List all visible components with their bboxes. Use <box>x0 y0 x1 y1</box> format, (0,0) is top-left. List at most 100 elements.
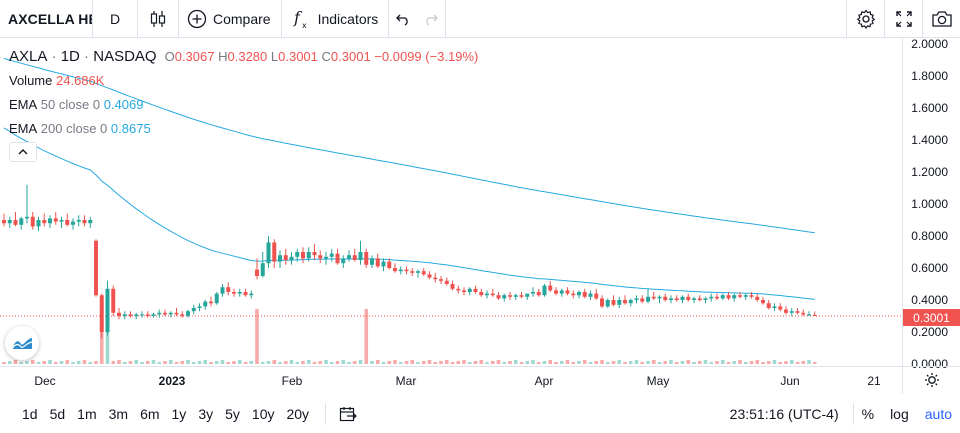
range-button-1d[interactable]: 1d <box>22 405 38 422</box>
compare-label: Compare <box>213 10 271 27</box>
time-tick-label: Jun <box>780 374 800 388</box>
volume-bar <box>48 360 52 364</box>
legend-ticker[interactable]: AXLA <box>9 47 48 65</box>
candle-body <box>554 290 558 294</box>
volume-bar <box>370 361 374 364</box>
volume-bar <box>341 360 346 364</box>
candle-body <box>565 290 570 294</box>
toolbar-divider <box>137 0 138 38</box>
volume-bar <box>669 360 673 364</box>
volume-bar <box>111 361 116 364</box>
range-button-3y[interactable]: 3y <box>198 405 214 422</box>
volume-bar <box>778 362 783 364</box>
undo-button[interactable] <box>389 0 417 38</box>
candle-body <box>421 271 426 275</box>
candle-body <box>140 314 144 316</box>
go-to-date-button[interactable] <box>334 406 362 422</box>
candle-body <box>444 280 449 284</box>
candle-body <box>651 296 656 299</box>
candle-body <box>191 308 196 312</box>
price-tick-label: 0.6000 <box>911 261 948 275</box>
bottom-right-group: 23:51:16 (UTC-4) % log auto <box>730 394 960 433</box>
range-button-5y[interactable]: 5y <box>225 405 240 422</box>
volume-bar <box>65 360 70 364</box>
price-tick-label: 1.6000 <box>911 101 948 115</box>
candle-body <box>496 295 501 299</box>
range-button-3m[interactable]: 3m <box>108 405 129 422</box>
axis-settings-button[interactable] <box>902 366 960 394</box>
volume-bar <box>180 361 185 364</box>
volume-bar <box>59 361 64 364</box>
candle-body <box>738 295 742 297</box>
volume-bar <box>559 361 564 364</box>
candle-body <box>36 220 41 227</box>
log-scale-toggle[interactable]: log <box>890 405 909 422</box>
volume-bar <box>364 309 369 364</box>
time-axis[interactable]: Dec 2023 Feb Mar Apr May Jun 21 <box>0 366 960 394</box>
volume-bar <box>94 361 98 364</box>
volume-bar <box>588 362 593 364</box>
auto-scale-toggle[interactable]: auto <box>924 405 952 422</box>
compare-button[interactable]: Compare <box>179 0 281 38</box>
snapshot-button[interactable] <box>922 0 960 38</box>
candle-body <box>410 271 415 273</box>
candle-body <box>456 288 461 291</box>
candle-body <box>387 261 392 268</box>
range-button-6m[interactable]: 6m <box>140 405 160 422</box>
candle-body <box>398 269 403 272</box>
volume-bar <box>352 361 357 364</box>
open-value: 0.3067 <box>174 48 215 64</box>
candle-body <box>76 220 81 222</box>
candle-body <box>646 296 650 302</box>
ema50-label: EMA <box>9 96 38 112</box>
candle-body <box>743 295 748 297</box>
clock-timezone[interactable]: 23:51:16 (UTC-4) <box>729 405 839 422</box>
legend-dot: · <box>47 47 61 65</box>
redo-button[interactable] <box>417 0 445 38</box>
range-button-10y[interactable]: 10y <box>251 405 275 422</box>
price-chart[interactable] <box>0 38 902 366</box>
candle-body <box>42 220 47 224</box>
volume-legend-row[interactable]: Volume 24.686K <box>9 68 478 92</box>
chart-type-button[interactable] <box>138 0 178 38</box>
indicators-button[interactable]: f x Indicators <box>282 0 389 38</box>
price-axis[interactable]: 2.0000 1.8000 1.6000 1.4000 1.2000 1.0000 0.80… <box>902 37 960 371</box>
ema200-legend-row[interactable]: EMA 200 close 0 0.8675 <box>9 116 478 140</box>
candle-body <box>467 288 472 292</box>
legend-collapse-button[interactable] <box>9 142 37 162</box>
percent-scale-toggle[interactable]: % <box>861 405 875 422</box>
candle-body <box>519 295 524 297</box>
tradingview-logo[interactable] <box>5 326 39 360</box>
volume-bar <box>646 361 650 364</box>
range-button-1y[interactable]: 1y <box>171 405 187 422</box>
date-range-group: 1d 5d 1m 3m 6m 1y 3y 5y 10y 20y <box>16 406 315 422</box>
candle-body <box>220 287 225 294</box>
range-button-5d[interactable]: 5d <box>49 405 66 422</box>
candle-body <box>801 312 806 315</box>
interval-button[interactable]: D <box>109 10 121 27</box>
fullscreen-button[interactable] <box>884 0 922 38</box>
candle-body <box>312 252 317 256</box>
candle-body <box>703 298 708 300</box>
candle-body <box>433 277 438 280</box>
volume-bar <box>548 360 553 364</box>
candle-body <box>358 252 363 260</box>
candle-body <box>260 263 265 276</box>
symbol-search-input[interactable]: AXCELLA HE <box>8 10 92 27</box>
settings-button[interactable] <box>846 0 884 38</box>
volume-bar <box>542 361 547 364</box>
ema50-legend-row[interactable]: EMA 50 close 0 0.4069 <box>9 92 478 116</box>
candle-body <box>427 274 432 278</box>
candle-body <box>531 292 535 294</box>
range-button-20y[interactable]: 20y <box>286 405 310 422</box>
range-button-1m[interactable]: 1m <box>77 405 97 422</box>
undo-icon <box>396 14 409 26</box>
volume-bar <box>732 361 737 364</box>
chart-pane[interactable] <box>0 38 960 366</box>
price-tick-label: 0.2000 <box>911 325 948 339</box>
legend-interval: 1D <box>60 47 80 65</box>
candle-body <box>370 258 374 265</box>
toolbar-divider <box>388 0 390 38</box>
bottom-divider <box>325 402 327 425</box>
candle-body <box>709 296 714 299</box>
